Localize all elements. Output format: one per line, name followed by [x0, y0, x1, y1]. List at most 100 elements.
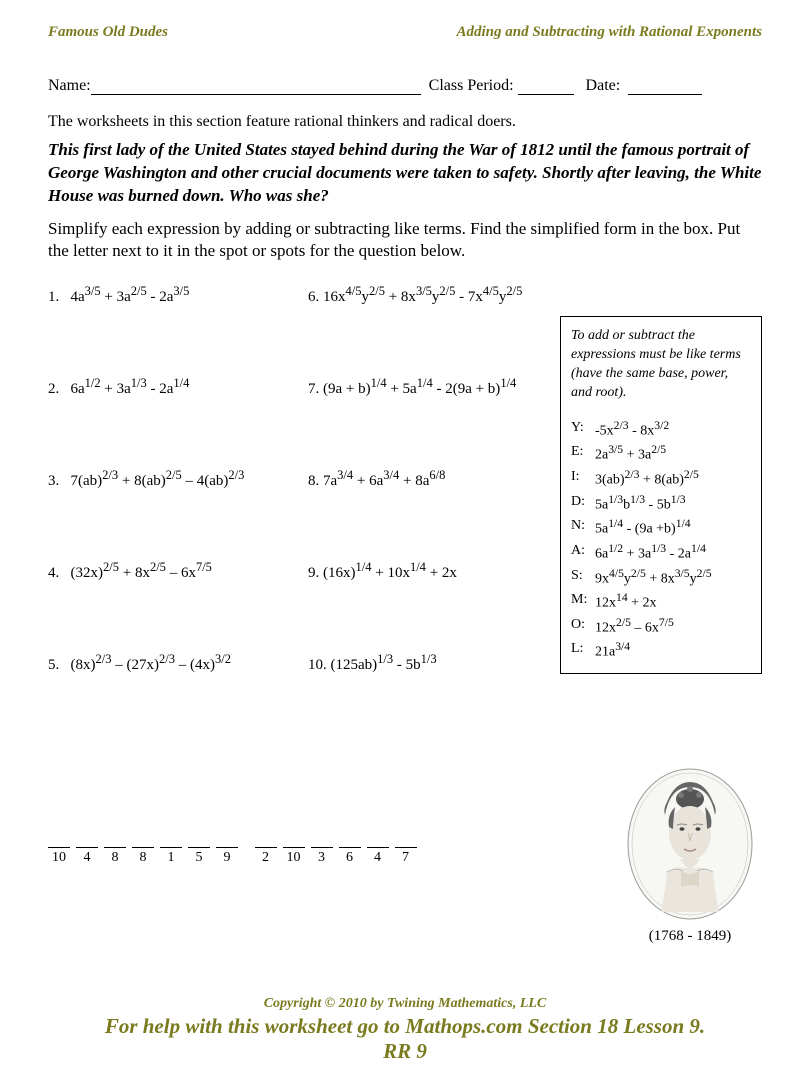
answer-blank[interactable] [104, 834, 126, 848]
blank-cell: 8 [132, 834, 154, 866]
key-row: M:12x14 + 2x [571, 589, 751, 614]
blank-cell: 9 [216, 834, 238, 866]
name-label: Name: [48, 77, 91, 94]
key-expr: -5x2/3 - 8x3/2 [595, 417, 669, 442]
key-expr: 9x4/5y2/5 + 8x3/5y2/5 [595, 565, 712, 590]
blank-cell: 8 [104, 834, 126, 866]
key-letter: L: [571, 638, 595, 663]
blank-number: 5 [188, 850, 210, 866]
blank-number: 3 [311, 850, 333, 866]
blank-number: 6 [339, 850, 361, 866]
key-row: E:2a3/5 + 3a2/5 [571, 441, 751, 466]
key-expr: 2a3/5 + 3a2/5 [595, 441, 666, 466]
name-blank[interactable] [91, 94, 421, 95]
answer-blank[interactable] [283, 834, 305, 848]
key-row: S:9x4/5y2/5 + 8x3/5y2/5 [571, 565, 751, 590]
header-left: Famous Old Dudes [48, 24, 168, 41]
key-expr: 12x2/5 – 6x7/5 [595, 614, 674, 639]
blank-cell: 4 [76, 834, 98, 866]
key-letter: O: [571, 614, 595, 639]
answer-blank[interactable] [76, 834, 98, 848]
blank-cell: 6 [339, 834, 361, 866]
key-letter: I: [571, 466, 595, 491]
help-line: For help with this worksheet go to Matho… [0, 1014, 810, 1039]
answer-blank[interactable] [48, 834, 70, 848]
key-expr: 12x14 + 2x [595, 589, 657, 614]
key-expr: 21a3/4 [595, 638, 630, 663]
blank-cell: 10 [283, 834, 305, 866]
problem: 6. 16x4/5y2/5 + 8x3/5y2/5 - 7x4/5y2/5 [308, 284, 568, 376]
form-row: Name: Class Period: Date: [48, 77, 762, 95]
problem: 5. (8x)2/3 – (27x)2/3 – (4x)3/2 [48, 652, 308, 744]
blank-number: 4 [76, 850, 98, 866]
answer-blank[interactable] [311, 834, 333, 848]
problem: 2. 6a1/2 + 3a1/3 - 2a1/4 [48, 376, 308, 468]
answer-blank[interactable] [395, 834, 417, 848]
answer-blank[interactable] [339, 834, 361, 848]
key-expr: 5a1/4 - (9a +b)1/4 [595, 515, 691, 540]
key-expr: 5a1/3b1/3 - 5b1/3 [595, 491, 686, 516]
copyright: Copyright © 2010 by Twining Mathematics,… [0, 996, 810, 1012]
blank-number: 8 [132, 850, 154, 866]
blank-number: 8 [104, 850, 126, 866]
class-label: Class Period: [429, 77, 514, 94]
key-letter: A: [571, 540, 595, 565]
box-intro: To add or subtract the expressions must … [571, 327, 751, 403]
key-row: L:21a3/4 [571, 638, 751, 663]
key-letter: N: [571, 515, 595, 540]
instructions-text: Simplify each expression by adding or su… [48, 218, 762, 262]
key-letter: Y: [571, 417, 595, 442]
key-expr: 3(ab)2/3 + 8(ab)2/5 [595, 466, 699, 491]
answer-blank[interactable] [216, 834, 238, 848]
blank-cell: 2 [255, 834, 277, 866]
blank-number: 10 [48, 850, 70, 866]
problem: 1. 4a3/5 + 3a2/5 - 2a3/5 [48, 284, 308, 376]
problems-left-col: 1. 4a3/5 + 3a2/5 - 2a3/52. 6a1/2 + 3a1/3… [48, 284, 308, 744]
key-letter: D: [571, 491, 595, 516]
date-blank[interactable] [628, 94, 702, 95]
bio-text: This first lady of the United States sta… [48, 139, 762, 208]
portrait: (1768 - 1849) [620, 767, 760, 937]
key-row: Y:-5x2/3 - 8x3/2 [571, 417, 751, 442]
page-footer: Copyright © 2010 by Twining Mathematics,… [0, 996, 810, 1064]
key-row: D:5a1/3b1/3 - 5b1/3 [571, 491, 751, 516]
blank-cell: 7 [395, 834, 417, 866]
key-row: O:12x2/5 – 6x7/5 [571, 614, 751, 639]
blank-cell: 1 [160, 834, 182, 866]
blank-number: 4 [367, 850, 389, 866]
key-row: N:5a1/4 - (9a +b)1/4 [571, 515, 751, 540]
answer-blank[interactable] [188, 834, 210, 848]
blank-number: 10 [283, 850, 305, 866]
answer-key-box: To add or subtract the expressions must … [560, 316, 762, 674]
blank-number: 7 [395, 850, 417, 866]
problems-right-col: 6. 16x4/5y2/5 + 8x3/5y2/5 - 7x4/5y2/57. … [308, 284, 568, 744]
key-letter: E: [571, 441, 595, 466]
answer-blank[interactable] [367, 834, 389, 848]
problem: 7. (9a + b)1/4 + 5a1/4 - 2(9a + b)1/4 [308, 376, 568, 468]
key-expr: 6a1/2 + 3a1/3 - 2a1/4 [595, 540, 706, 565]
problems-area: 1. 4a3/5 + 3a2/5 - 2a3/52. 6a1/2 + 3a1/3… [48, 284, 762, 784]
answer-blank[interactable] [255, 834, 277, 848]
key-row: A:6a1/2 + 3a1/3 - 2a1/4 [571, 540, 751, 565]
blank-cell: 10 [48, 834, 70, 866]
blank-number: 2 [255, 850, 277, 866]
blank-number: 9 [216, 850, 238, 866]
problem: 8. 7a3/4 + 6a3/4 + 8a6/8 [308, 468, 568, 560]
blank-cell: 3 [311, 834, 333, 866]
problem: 3. 7(ab)2/3 + 8(ab)2/5 – 4(ab)2/3 [48, 468, 308, 560]
blank-cell: 5 [188, 834, 210, 866]
portrait-image [625, 767, 755, 922]
class-blank[interactable] [518, 94, 574, 95]
portrait-date: (1768 - 1849) [620, 928, 760, 945]
answer-blank[interactable] [160, 834, 182, 848]
problem: 4. (32x)2/5 + 8x2/5 – 6x7/5 [48, 560, 308, 652]
problem: 9. (16x)1/4 + 10x1/4 + 2x [308, 560, 568, 652]
blank-cell: 4 [367, 834, 389, 866]
page-header: Famous Old Dudes Adding and Subtracting … [48, 24, 762, 41]
answer-blank[interactable] [132, 834, 154, 848]
rr-code: RR 9 [0, 1039, 810, 1064]
header-right: Adding and Subtracting with Rational Exp… [456, 24, 762, 41]
key-row: I:3(ab)2/3 + 8(ab)2/5 [571, 466, 751, 491]
key-letter: S: [571, 565, 595, 590]
date-label: Date: [586, 77, 621, 94]
